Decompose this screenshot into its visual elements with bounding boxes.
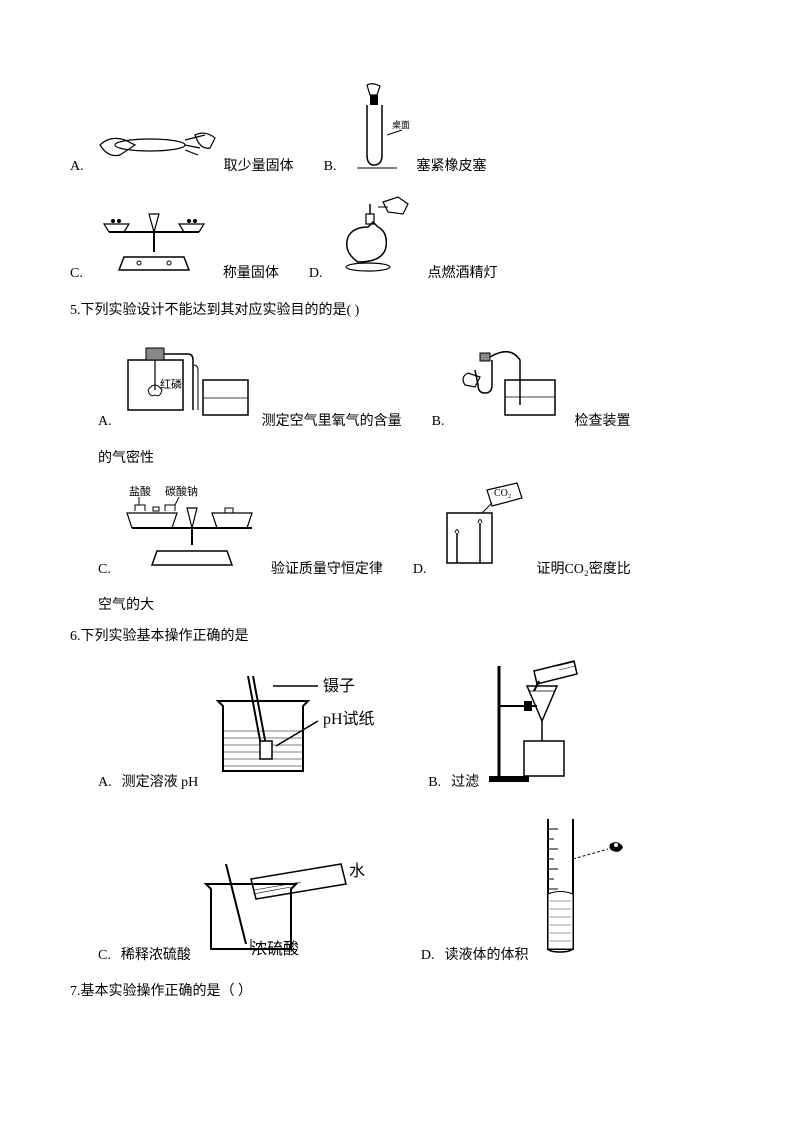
q5-b-text: 检查装置	[574, 411, 630, 433]
q4-c-label: C.	[70, 263, 83, 285]
q5-d-cont: 空气的大	[98, 595, 740, 617]
q4-row-ab: A. 取少量固体 B. 桌面 塞紧橡皮塞	[70, 80, 740, 184]
q6-a-label: A.	[98, 772, 112, 794]
q5-c-label: C.	[98, 559, 111, 581]
q6-stem: 6.下列实验基本操作正确的是	[70, 626, 740, 648]
q5-a-text: 测定空气里氧气的含量	[262, 411, 402, 433]
q6-row-ab: A. 测定溶液 pH 镊子 pH试纸 B. 过滤	[98, 656, 740, 800]
q6-row-cd: C. 稀释浓硫酸 水 浓硫酸 D. 读液体的体积	[98, 809, 740, 973]
q4-d-text: 点燃酒精灯	[427, 263, 497, 285]
q6-d-label: D.	[421, 945, 435, 967]
q6-c-text: 稀释浓硫酸	[121, 945, 191, 967]
q6-c-diagram: 水 浓硫酸	[191, 854, 391, 967]
svg-text:浓硫酸: 浓硫酸	[251, 940, 299, 958]
q4-b-text: 塞紧橡皮塞	[416, 156, 486, 178]
q4-b-label: B.	[324, 156, 337, 178]
q6-option-a: A. 测定溶液 pH 镊子 pH试纸	[98, 666, 398, 794]
q5-option-b: B. 检查装置	[432, 335, 631, 433]
svg-text:CO₂: CO₂	[494, 488, 511, 499]
q5-b-label: B.	[432, 411, 445, 433]
q5-b-diagram	[450, 335, 570, 433]
q4-option-c: C. 称量固体	[70, 202, 279, 285]
q7-stem: 7.基本实验操作正确的是（ ）	[70, 981, 740, 1003]
svg-text:碳酸钠: 碳酸钠	[165, 484, 198, 498]
q4-option-b: B. 桌面 塞紧橡皮塞	[324, 80, 487, 178]
q5-b-cont: 的气密性	[98, 448, 740, 470]
q5-row-ab: A. 红磷 测定空气里氧气的含量 B.	[98, 330, 740, 439]
svg-text:水: 水	[349, 862, 365, 880]
q5-row-cd: C. 盐酸 碳酸钠 验证质量守恒定律 D.	[98, 478, 740, 587]
q4-option-a: A. 取少量固体	[70, 110, 294, 178]
svg-text:盐酸: 盐酸	[129, 484, 151, 498]
q5-c-diagram: 盐酸 碳酸钠	[117, 483, 267, 581]
svg-text:pH试纸: pH试纸	[323, 710, 375, 728]
q4-c-text: 称量固体	[223, 263, 279, 285]
q5-c-text: 验证质量守恒定律	[271, 559, 383, 581]
q6-c-label: C.	[98, 945, 111, 967]
q5-d-text: 证明CO₂密度比	[536, 559, 630, 581]
svg-text:桌面: 桌面	[392, 119, 410, 130]
q4-b-diagram: 桌面	[342, 80, 412, 178]
q4-d-diagram	[328, 192, 423, 285]
q6-b-text: 过滤	[451, 772, 479, 794]
q4-option-d: D. 点燃酒精灯	[309, 192, 498, 285]
q5-option-c: C. 盐酸 碳酸钠 验证质量守恒定律	[98, 483, 383, 581]
q6-option-c: C. 稀释浓硫酸 水 浓硫酸	[98, 854, 391, 967]
q4-c-diagram	[89, 202, 219, 285]
q4-row-cd: C. 称量固体 D.	[70, 192, 740, 291]
q6-d-diagram	[528, 809, 638, 967]
q5-option-a: A. 红磷 测定空气里氧气的含量	[98, 330, 402, 433]
q5-a-label: A.	[98, 411, 112, 433]
q4-a-label: A.	[70, 156, 84, 178]
q5-a-diagram: 红磷	[118, 330, 258, 433]
q5-d-diagram: CO₂	[432, 478, 532, 581]
svg-text:红磷: 红磷	[160, 378, 182, 391]
q6-b-label: B.	[428, 772, 441, 794]
q6-option-d: D. 读液体的体积	[421, 809, 639, 967]
q5-option-d: D. CO₂ 证明CO₂密度比	[413, 478, 631, 581]
q6-a-diagram: 镊子 pH试纸	[198, 666, 398, 794]
q4-a-text: 取少量固体	[224, 156, 294, 178]
q4-a-diagram	[90, 110, 220, 178]
q6-b-diagram	[479, 656, 589, 794]
q5-d-label: D.	[413, 559, 427, 581]
q4-d-label: D.	[309, 263, 323, 285]
q6-a-text: 测定溶液 pH	[122, 772, 199, 794]
q5-stem: 5.下列实验设计不能达到其对应实验目的的是( )	[70, 300, 740, 322]
q6-option-b: B. 过滤	[428, 656, 589, 794]
q6-d-text: 读液体的体积	[444, 945, 528, 967]
svg-text:镊子: 镊子	[323, 677, 355, 695]
